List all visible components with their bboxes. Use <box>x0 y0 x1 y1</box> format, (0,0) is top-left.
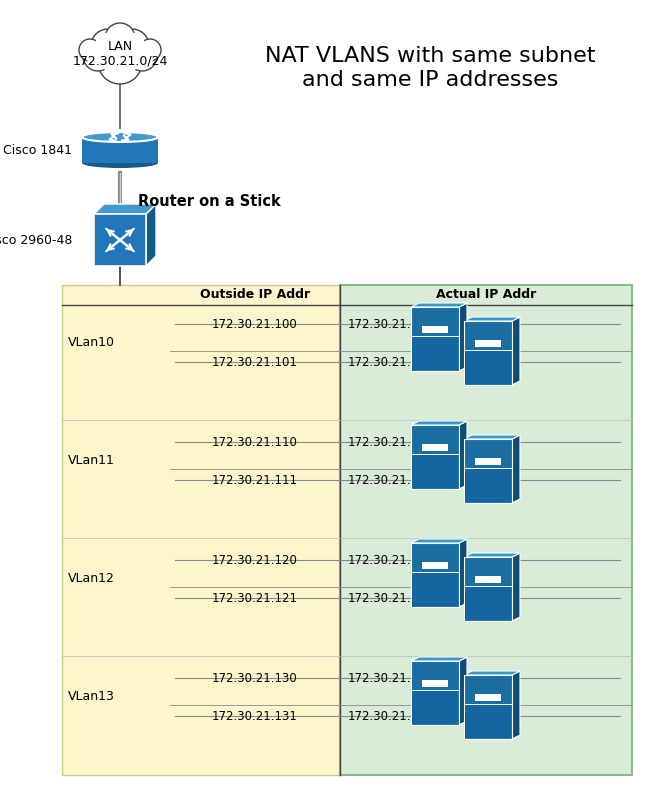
Text: Actual IP Addr: Actual IP Addr <box>436 289 536 301</box>
Circle shape <box>141 42 159 58</box>
Text: 172.30.21.120: 172.30.21.120 <box>212 553 298 567</box>
Polygon shape <box>459 657 467 725</box>
Circle shape <box>98 40 142 84</box>
Bar <box>465 704 511 738</box>
Ellipse shape <box>82 132 158 142</box>
Circle shape <box>127 41 157 71</box>
Text: 172.30.21.111: 172.30.21.111 <box>212 474 298 486</box>
Text: 172.30.21.60: 172.30.21.60 <box>348 592 426 604</box>
Bar <box>475 458 501 465</box>
Circle shape <box>130 44 154 68</box>
Bar <box>422 326 448 333</box>
Bar <box>475 458 501 465</box>
Bar <box>475 576 501 583</box>
Bar <box>412 572 458 606</box>
Text: LAN
172.30.21.0/24: LAN 172.30.21.0/24 <box>72 40 168 68</box>
Text: 172.30.21.50: 172.30.21.50 <box>348 317 426 331</box>
Text: 172.30.21.131: 172.30.21.131 <box>212 710 298 722</box>
Circle shape <box>81 42 98 58</box>
Bar <box>464 675 512 739</box>
Text: 172.30.21.60: 172.30.21.60 <box>348 474 426 486</box>
Polygon shape <box>512 317 520 385</box>
Bar <box>412 454 458 488</box>
Text: 172.30.21.121: 172.30.21.121 <box>212 592 298 604</box>
Polygon shape <box>512 435 520 503</box>
Circle shape <box>79 39 101 61</box>
Bar <box>411 425 459 489</box>
Bar <box>411 661 459 725</box>
Bar <box>422 680 448 687</box>
Polygon shape <box>146 204 156 266</box>
Polygon shape <box>411 539 467 543</box>
Text: 172.30.21.50: 172.30.21.50 <box>348 435 426 449</box>
Bar <box>475 694 501 701</box>
Polygon shape <box>459 539 467 607</box>
Circle shape <box>118 33 145 59</box>
Text: Cisco 1841: Cisco 1841 <box>3 143 72 157</box>
Polygon shape <box>464 435 520 439</box>
Bar <box>465 586 511 620</box>
Bar <box>422 444 448 451</box>
Polygon shape <box>411 421 467 425</box>
Bar <box>62 285 340 775</box>
Text: 172.30.21.60: 172.30.21.60 <box>348 356 426 368</box>
Bar <box>422 562 448 569</box>
Bar <box>422 680 448 687</box>
Bar <box>464 557 512 621</box>
Polygon shape <box>411 303 467 307</box>
Bar <box>475 340 501 347</box>
Text: Router on a Stick: Router on a Stick <box>138 194 281 209</box>
Circle shape <box>115 29 149 63</box>
Circle shape <box>95 33 121 59</box>
Circle shape <box>91 29 125 63</box>
Bar <box>465 468 511 502</box>
Circle shape <box>103 45 137 79</box>
Bar <box>475 340 501 347</box>
Bar <box>82 137 158 163</box>
Bar <box>411 307 459 371</box>
Bar <box>422 326 448 333</box>
Polygon shape <box>411 657 467 661</box>
Polygon shape <box>459 303 467 371</box>
Bar <box>464 439 512 503</box>
Bar <box>465 350 511 384</box>
Polygon shape <box>464 553 520 557</box>
Text: Outside IP Addr: Outside IP Addr <box>200 289 310 301</box>
Text: 172.30.21.100: 172.30.21.100 <box>212 317 298 331</box>
Bar <box>475 694 501 701</box>
Text: 172.30.21.50: 172.30.21.50 <box>348 553 426 567</box>
Polygon shape <box>459 421 467 489</box>
Bar <box>94 214 146 266</box>
Bar <box>422 562 448 569</box>
Ellipse shape <box>82 158 158 168</box>
Circle shape <box>87 44 110 68</box>
Text: VLan10: VLan10 <box>68 337 115 349</box>
Text: 172.30.21.130: 172.30.21.130 <box>212 671 298 685</box>
Bar <box>464 321 512 385</box>
Bar <box>411 543 459 607</box>
Text: 172.30.21.50: 172.30.21.50 <box>348 671 426 685</box>
Bar <box>412 336 458 370</box>
Circle shape <box>83 41 113 71</box>
Text: NAT VLANS with same subnet
and same IP addresses: NAT VLANS with same subnet and same IP a… <box>265 46 595 90</box>
Circle shape <box>105 23 135 53</box>
Polygon shape <box>94 204 156 214</box>
Text: 172.30.21.110: 172.30.21.110 <box>212 435 298 449</box>
Text: VLan12: VLan12 <box>68 572 115 586</box>
Bar <box>475 576 501 583</box>
Text: 172.30.21.101: 172.30.21.101 <box>212 356 298 368</box>
Text: 172.30.21.60: 172.30.21.60 <box>348 710 426 722</box>
Circle shape <box>108 26 132 50</box>
Polygon shape <box>512 553 520 621</box>
Bar <box>340 285 632 775</box>
Bar <box>412 690 458 724</box>
Polygon shape <box>512 671 520 739</box>
Polygon shape <box>464 317 520 321</box>
Circle shape <box>139 39 161 61</box>
Polygon shape <box>464 671 520 675</box>
Text: VLan11: VLan11 <box>68 455 115 467</box>
Bar <box>422 444 448 451</box>
Text: Cisco 2960-48: Cisco 2960-48 <box>0 234 72 246</box>
Text: VLan13: VLan13 <box>68 690 115 704</box>
